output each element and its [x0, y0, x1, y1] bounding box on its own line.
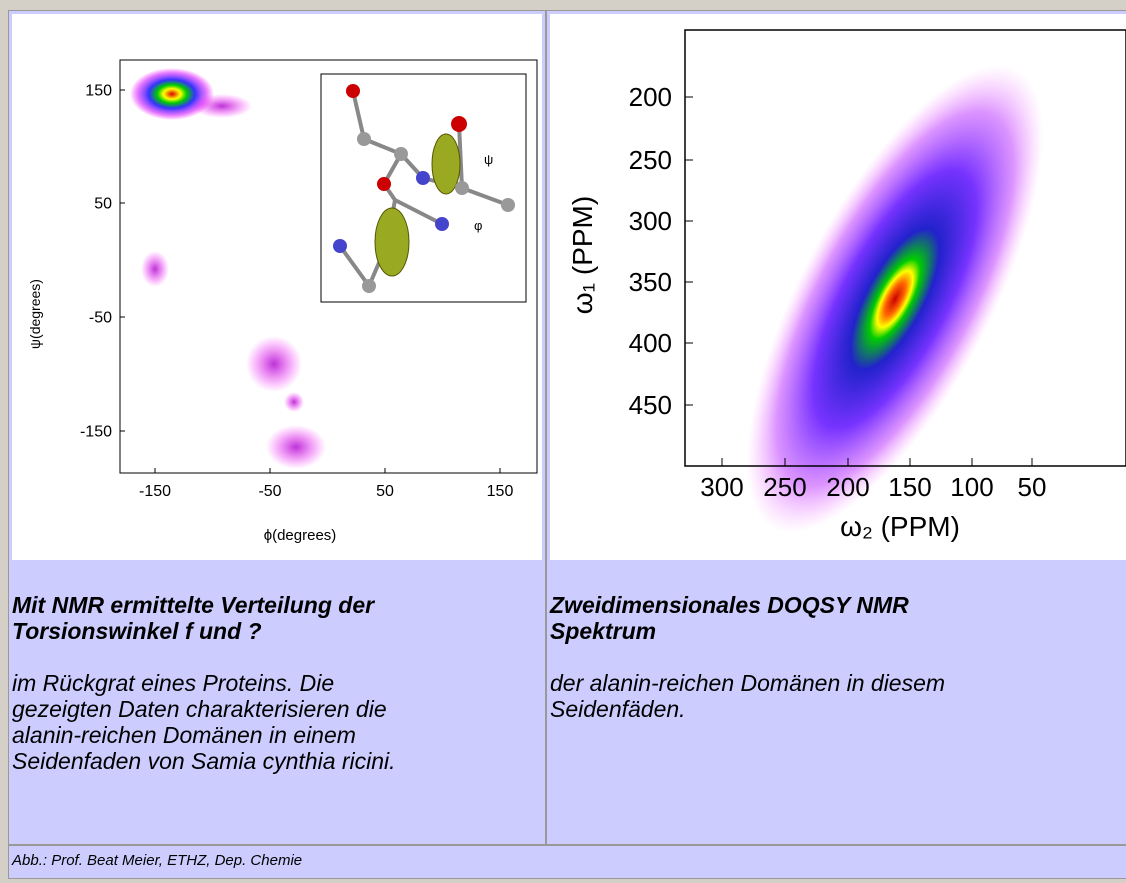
caption-line: Torsionswinkel f und ?	[12, 618, 396, 644]
x-axis-label: ω₂ (PPM)	[840, 511, 960, 542]
y-tick-label: 300	[629, 206, 672, 236]
x-tick-label: -50	[258, 483, 281, 500]
caption-line: Seidenfäden.	[550, 696, 945, 722]
caption-line: Seidenfaden von Samia cynthia ricini.	[12, 748, 396, 774]
x-tick-label: 50	[1018, 472, 1047, 502]
caption-line: im Rückgrat eines Proteins. Die	[12, 670, 396, 696]
inset-frame	[321, 74, 526, 302]
y-tick-label: 150	[85, 83, 112, 100]
inset-label: φ	[474, 218, 482, 233]
x-tick-label: 150	[487, 483, 514, 500]
x-tick-label: 250	[763, 472, 806, 502]
orbital	[375, 208, 409, 276]
heat-blob	[192, 94, 252, 118]
y-axis-label: ω₁ (PPM)	[567, 196, 598, 314]
caption-line: gezeigten Daten charakterisieren die	[12, 696, 396, 722]
y-tick-label: 450	[629, 390, 672, 420]
caption-line: Zweidimensionales DOQSY NMR	[550, 592, 945, 618]
caption-line: alanin-reichen Domänen in einem	[12, 722, 396, 748]
x-tick-label: 150	[888, 472, 931, 502]
y-tick-label: 200	[629, 82, 672, 112]
caption-line: Spektrum	[550, 618, 945, 644]
y-tick-label: -50	[89, 310, 112, 327]
caption-line: der alanin-reichen Domänen in diesem	[550, 670, 945, 696]
heat-blob	[266, 425, 326, 469]
x-tick-label: -150	[139, 483, 171, 500]
doqsy-image: 200 250 300 350 400 450 300 250 200 150 100 50 ω₁ (…	[550, 14, 1126, 560]
x-tick-label: 50	[376, 483, 394, 500]
heat-blob	[246, 336, 302, 392]
y-tick-label: 250	[629, 145, 672, 175]
footer-text: Abb.: Prof. Beat Meier, ETHZ, Dep. Chemi…	[12, 852, 302, 869]
x-tick-label: 300	[700, 472, 743, 502]
y-tick-label: 350	[629, 267, 672, 297]
y-tick-label: 50	[94, 196, 112, 213]
x-tick-label: 100	[950, 472, 993, 502]
inset-label: ψ	[484, 152, 493, 167]
heat-blob	[284, 392, 304, 412]
y-tick-label: 400	[629, 328, 672, 358]
y-axis-label: ψ(degrees)	[27, 279, 43, 349]
page: ψ φ 15050-50-150-150-5050150 ψ(degrees) …	[0, 0, 1126, 883]
x-axis-label: ϕ(degrees)	[264, 527, 337, 544]
caption-line: Mit NMR ermittelte Verteilung der	[12, 592, 396, 618]
x-tick-label: 200	[826, 472, 869, 502]
y-tick-label: -150	[80, 424, 112, 441]
heat-blob	[141, 251, 169, 287]
